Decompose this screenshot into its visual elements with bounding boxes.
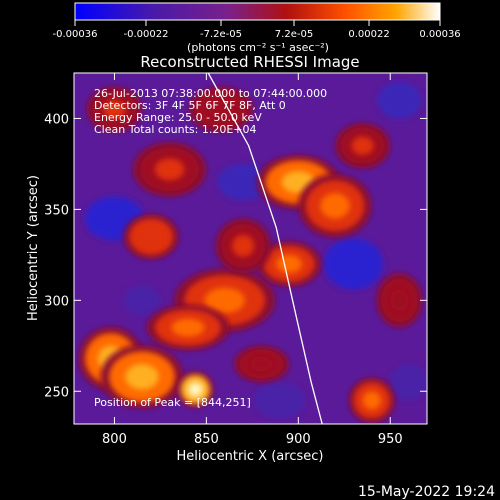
cold-region	[324, 238, 383, 290]
chart-title: Reconstructed RHESSI Image	[140, 53, 359, 71]
hot-region-core	[208, 100, 234, 119]
colorbar-ticks: -0.00036 -0.00022 -7.2e-05 7.2e-05 0.00022 0.…	[53, 20, 461, 40]
cold-region	[254, 382, 306, 419]
colorbar-tick-label: 0.00036	[419, 29, 460, 40]
y-tick-label: 300	[44, 294, 69, 309]
colorbar-tick-label: -7.2e-05	[200, 29, 242, 40]
hot-region-core	[187, 382, 203, 397]
hot-region-core	[362, 391, 382, 410]
x-tick-label: 950	[378, 432, 403, 447]
y-tick-label: 400	[44, 112, 69, 127]
image-plot-area	[74, 73, 427, 424]
info-line: Detectors: 3F 4F 5F 6F 7F 8F, Att 0	[94, 99, 286, 112]
hot-region-core	[250, 356, 273, 372]
x-axis-ticks: 800 850 900 950	[102, 73, 403, 447]
hot-region-core	[320, 193, 350, 219]
y-axis-ticks: 250 300 350 400	[44, 112, 427, 400]
info-line: Energy Range: 25.0 - 50.0 keV	[94, 111, 262, 124]
observation-info: 26-Jul-2013 07:38:00.000 to 07:44:00.000…	[94, 87, 327, 136]
y-tick-label: 350	[44, 203, 69, 218]
colorbar	[74, 2, 441, 21]
cold-regions	[85, 82, 427, 419]
hot-region-core	[140, 227, 163, 246]
y-tick-label: 250	[44, 385, 69, 400]
hot-region-core	[171, 318, 205, 337]
hot-region-core	[103, 100, 126, 119]
colorbar-tick-label: 7.2e-05	[275, 29, 313, 40]
solar-limb-line	[207, 73, 323, 424]
hot-region-core	[232, 234, 255, 257]
colorbar-tick-label: -0.00036	[53, 29, 98, 40]
hot-regions	[78, 86, 423, 424]
hot-region-core	[204, 287, 245, 314]
hot-region-core	[390, 289, 409, 312]
y-axis-label: Heliocentric Y (arcsec)	[26, 175, 41, 321]
cold-region	[377, 82, 422, 119]
x-tick-label: 900	[286, 432, 311, 447]
plot-frame	[73, 72, 428, 425]
colorbar-tick-label: -0.00022	[123, 29, 168, 40]
colorbar-tick-label: 0.00022	[348, 29, 389, 40]
footer-timestamp: 15-May-2022 19:24	[358, 484, 495, 500]
cold-region	[390, 363, 427, 401]
hot-region-core	[351, 136, 374, 155]
x-axis-label: Heliocentric X (arcsec)	[177, 449, 324, 464]
cold-region	[217, 163, 269, 201]
peak-position-label: Position of Peak = [844,251]	[94, 396, 251, 409]
x-tick-label: 800	[102, 432, 127, 447]
colorbar-unit-label: (photons cm⁻² s⁻¹ asec⁻²)	[187, 41, 329, 54]
hot-region-core	[125, 363, 159, 390]
info-line: 26-Jul-2013 07:38:00.000 to 07:44:00.000	[94, 87, 327, 100]
cold-region	[123, 285, 161, 315]
hot-region-core	[154, 158, 185, 181]
hot-region-core	[276, 254, 302, 274]
info-line: Clean Total counts: 1.20E+04	[94, 123, 257, 136]
x-tick-label: 850	[194, 432, 219, 447]
